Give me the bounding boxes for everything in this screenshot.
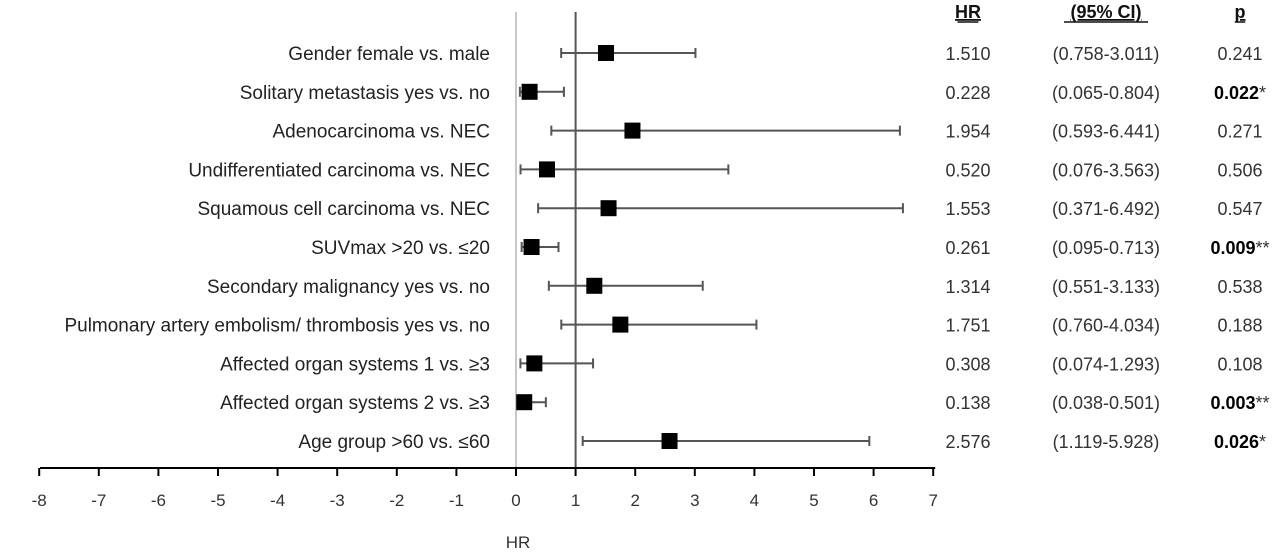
p-value: 0.271 bbox=[1217, 122, 1262, 142]
hr-value: 1.751 bbox=[945, 316, 990, 336]
p-value: 0.188 bbox=[1217, 316, 1262, 336]
ci-value: (0.758-3.011) bbox=[1053, 44, 1160, 64]
hr-point bbox=[597, 45, 614, 61]
p-number: 0.009 bbox=[1210, 238, 1255, 258]
hr-point bbox=[516, 394, 533, 411]
p-number: 0.026 bbox=[1214, 432, 1259, 452]
ci-value: (0.095-0.713) bbox=[1052, 238, 1160, 258]
hr-value: 0.261 bbox=[945, 238, 990, 258]
hr-value: 1.954 bbox=[945, 122, 990, 142]
ci-value: (0.065-0.804) bbox=[1052, 83, 1160, 103]
ci-value: (0.074-1.293) bbox=[1052, 354, 1160, 374]
p-number: 0.241 bbox=[1217, 44, 1262, 64]
row-label: Gender female vs. male bbox=[288, 44, 490, 65]
row-label: Age group >60 vs. ≤60 bbox=[298, 432, 490, 453]
hr-point bbox=[624, 122, 641, 139]
hr-point bbox=[521, 83, 538, 100]
hr-value: 0.228 bbox=[945, 83, 990, 103]
p-value: 0.026* bbox=[1214, 432, 1266, 452]
significance-stars: ** bbox=[1256, 393, 1270, 413]
row-label: Secondary malignancy yes vs. no bbox=[207, 277, 490, 298]
hr-point bbox=[612, 316, 629, 333]
ci-value: (0.551-3.133) bbox=[1052, 277, 1160, 297]
x-tick-label: -6 bbox=[151, 491, 166, 510]
p-value: 0.547 bbox=[1217, 199, 1262, 219]
p-number: 0.108 bbox=[1217, 354, 1262, 374]
p-value: 0.003** bbox=[1210, 393, 1269, 413]
hr-value: 0.520 bbox=[945, 160, 990, 180]
column-header-p: p bbox=[1235, 2, 1246, 22]
p-value: 0.108 bbox=[1217, 354, 1262, 374]
x-tick-label: 6 bbox=[869, 491, 878, 510]
significance-stars: * bbox=[1259, 432, 1266, 452]
p-number: 0.188 bbox=[1217, 316, 1262, 336]
ci-value: (0.371-6.492) bbox=[1052, 199, 1160, 219]
x-tick-label: 0 bbox=[511, 491, 520, 510]
p-number: 0.022 bbox=[1214, 83, 1259, 103]
row-label: Solitary metastasis yes vs. no bbox=[240, 83, 490, 104]
x-tick-label: 4 bbox=[750, 491, 759, 510]
hr-value: 1.314 bbox=[945, 277, 990, 297]
hr-value: 2.576 bbox=[945, 432, 990, 452]
row-label: Affected organ systems 2 vs. ≥3 bbox=[220, 393, 490, 414]
ci-value: (0.076-3.563) bbox=[1052, 160, 1160, 180]
x-tick-label: 3 bbox=[690, 491, 699, 510]
significance-stars: ** bbox=[1256, 238, 1270, 258]
x-tick-label: -3 bbox=[330, 491, 345, 510]
row-label: SUVmax >20 vs. ≤20 bbox=[311, 238, 490, 259]
row-label: Adenocarcinoma vs. NEC bbox=[272, 122, 490, 143]
p-number: 0.271 bbox=[1217, 122, 1262, 142]
row-label: Pulmonary artery embolism/ thrombosis ye… bbox=[64, 316, 490, 337]
hr-point bbox=[661, 433, 678, 449]
p-value: 0.506 bbox=[1217, 160, 1262, 180]
p-number: 0.538 bbox=[1217, 277, 1262, 297]
hr-point bbox=[538, 161, 555, 178]
p-value: 0.538 bbox=[1217, 277, 1262, 297]
x-tick-label: 7 bbox=[928, 491, 937, 510]
ci-value: (0.760-4.034) bbox=[1052, 316, 1160, 336]
hr-value: 0.308 bbox=[945, 354, 990, 374]
x-tick-label: 1 bbox=[571, 491, 580, 510]
hr-value: 1.553 bbox=[945, 199, 990, 219]
x-tick-label: -5 bbox=[210, 491, 225, 510]
column-header-ci: (95% CI) bbox=[1070, 2, 1141, 22]
row-label: Undifferentiated carcinoma vs. NEC bbox=[188, 160, 490, 181]
ci-value: (1.119-5.928) bbox=[1053, 432, 1160, 452]
ci-value: (0.038-0.501) bbox=[1052, 393, 1160, 413]
x-tick-label: -8 bbox=[32, 491, 47, 510]
x-tick-label: -2 bbox=[389, 491, 404, 510]
row-label: Squamous cell carcinoma vs. NEC bbox=[198, 199, 491, 220]
p-number: 0.506 bbox=[1217, 160, 1262, 180]
hr-point bbox=[526, 355, 543, 372]
x-tick-label: -7 bbox=[91, 491, 106, 510]
ci-value: (0.593-6.441) bbox=[1052, 122, 1160, 142]
row-label: Affected organ systems 1 vs. ≥3 bbox=[220, 354, 490, 375]
x-tick-label: 5 bbox=[809, 491, 818, 510]
hr-point bbox=[523, 239, 540, 255]
hr-point bbox=[600, 200, 617, 217]
x-tick-label: 2 bbox=[630, 491, 639, 510]
hr-point bbox=[586, 277, 603, 294]
x-tick-label: -4 bbox=[270, 491, 285, 510]
p-value: 0.241 bbox=[1217, 44, 1262, 64]
x-tick-label: -1 bbox=[449, 491, 464, 510]
p-number: 0.547 bbox=[1217, 199, 1262, 219]
column-header-hr: HR bbox=[955, 2, 981, 22]
p-number: 0.003 bbox=[1210, 393, 1255, 413]
significance-stars: * bbox=[1259, 83, 1266, 103]
p-value: 0.022* bbox=[1214, 83, 1266, 103]
p-value: 0.009** bbox=[1210, 238, 1269, 258]
hr-value: 0.138 bbox=[945, 393, 990, 413]
hr-value: 1.510 bbox=[945, 44, 990, 64]
x-axis-label: HR bbox=[506, 533, 531, 552]
